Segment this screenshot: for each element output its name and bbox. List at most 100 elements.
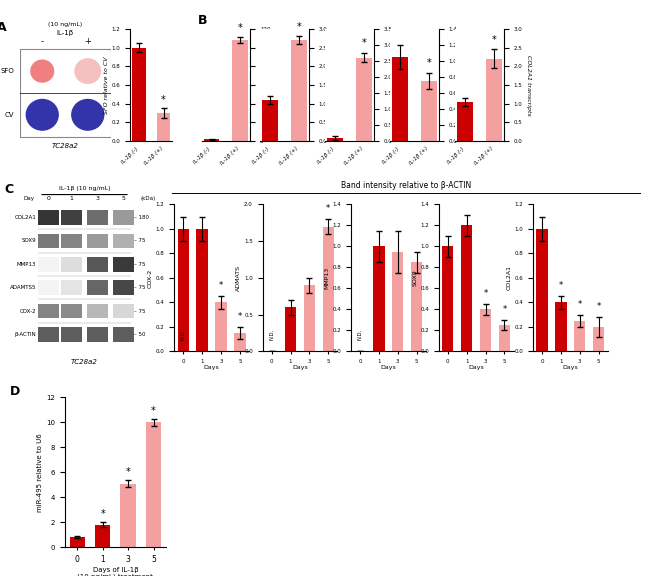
- Text: *: *: [238, 22, 242, 33]
- Text: +: +: [84, 37, 91, 46]
- Text: *: *: [151, 406, 156, 415]
- Text: (10 ng/mL): (10 ng/mL): [48, 22, 82, 28]
- Y-axis label: ADMATS: ADMATS: [237, 265, 241, 291]
- Y-axis label: COL2A1 transcripts: COL2A1 transcripts: [526, 55, 532, 115]
- Y-axis label: MMP13: MMP13: [325, 267, 330, 289]
- X-axis label: Days: Days: [292, 365, 308, 370]
- Bar: [234, 333, 246, 351]
- Text: ADAMTS5: ADAMTS5: [10, 285, 36, 290]
- X-axis label: Days: Days: [203, 365, 220, 370]
- Text: N.D.: N.D.: [269, 328, 274, 340]
- Text: IL-1β (10 ng/mL): IL-1β (10 ng/mL): [58, 187, 110, 191]
- Bar: [486, 59, 502, 141]
- Bar: [262, 100, 278, 141]
- Bar: [120, 484, 136, 547]
- Bar: [215, 302, 227, 351]
- Bar: [196, 229, 208, 351]
- Text: D: D: [10, 385, 20, 399]
- Bar: [480, 309, 491, 351]
- Bar: [38, 234, 58, 248]
- Bar: [457, 102, 473, 141]
- Bar: [38, 327, 58, 342]
- Bar: [38, 304, 58, 319]
- Text: COL2A1: COL2A1: [15, 215, 36, 220]
- Y-axis label: ADMTS5 transcripts: ADMTS5 transcripts: [332, 54, 337, 116]
- Bar: [113, 304, 134, 319]
- Bar: [61, 281, 82, 295]
- Bar: [87, 304, 108, 319]
- Bar: [461, 225, 473, 351]
- Bar: [327, 138, 343, 141]
- Bar: [61, 210, 82, 225]
- Bar: [87, 257, 108, 272]
- X-axis label: Days: Days: [380, 365, 396, 370]
- Bar: [113, 281, 134, 295]
- Bar: [392, 57, 408, 141]
- Bar: [61, 234, 82, 248]
- Text: *: *: [100, 509, 105, 519]
- Bar: [203, 139, 220, 141]
- Text: *: *: [559, 282, 563, 290]
- Text: *: *: [238, 312, 242, 321]
- Text: – 75: – 75: [134, 285, 146, 290]
- Bar: [87, 327, 108, 342]
- Bar: [113, 210, 134, 225]
- Text: TC28a2: TC28a2: [51, 143, 79, 149]
- Bar: [61, 304, 82, 319]
- Bar: [87, 281, 108, 295]
- Text: Band intensity relative to β-ACTIN: Band intensity relative to β-ACTIN: [341, 181, 471, 190]
- Text: *: *: [578, 300, 582, 309]
- Text: – 75: – 75: [134, 238, 146, 244]
- Circle shape: [72, 100, 104, 130]
- Text: SFO: SFO: [0, 68, 14, 74]
- Bar: [322, 226, 334, 351]
- Bar: [132, 48, 146, 141]
- Bar: [87, 210, 108, 225]
- X-axis label: Days: Days: [562, 365, 578, 370]
- Bar: [70, 537, 85, 547]
- Text: C: C: [4, 183, 13, 196]
- Circle shape: [26, 100, 58, 130]
- Text: 1: 1: [70, 196, 73, 201]
- Bar: [95, 525, 110, 547]
- Bar: [593, 327, 605, 351]
- Bar: [285, 308, 296, 351]
- Bar: [87, 234, 108, 248]
- Text: 5: 5: [122, 196, 125, 201]
- Text: – 50: – 50: [134, 332, 146, 337]
- Bar: [555, 302, 567, 351]
- Text: *: *: [125, 467, 131, 477]
- Bar: [113, 234, 134, 248]
- Text: IL-1β: IL-1β: [57, 30, 73, 36]
- X-axis label: Days of IL-1β
(10 ng/mL) treatment: Days of IL-1β (10 ng/mL) treatment: [77, 567, 153, 576]
- Text: Day: Day: [23, 196, 34, 201]
- Text: *: *: [484, 289, 488, 298]
- Text: A: A: [0, 21, 6, 34]
- Bar: [61, 257, 82, 272]
- Text: *: *: [491, 35, 496, 45]
- Y-axis label: SFO relative to CV: SFO relative to CV: [104, 56, 109, 113]
- Text: COX-2: COX-2: [20, 309, 36, 313]
- Text: – 75: – 75: [134, 309, 146, 313]
- Bar: [536, 229, 548, 351]
- Text: *: *: [296, 22, 301, 32]
- Text: (kDa): (kDa): [140, 196, 155, 201]
- Text: 3: 3: [96, 196, 99, 201]
- Text: B: B: [198, 14, 208, 28]
- Text: CV: CV: [5, 112, 14, 118]
- Text: *: *: [326, 204, 330, 213]
- Bar: [177, 229, 189, 351]
- Bar: [38, 257, 58, 272]
- Bar: [61, 327, 82, 342]
- Bar: [232, 40, 248, 141]
- Y-axis label: MMP13 transcripts: MMP13 transcripts: [396, 56, 402, 114]
- Bar: [304, 285, 315, 351]
- Y-axis label: miR-495 relative to U6: miR-495 relative to U6: [38, 433, 44, 511]
- Bar: [113, 327, 134, 342]
- Text: N.D.: N.D.: [358, 328, 363, 340]
- Text: *: *: [361, 39, 366, 48]
- Bar: [421, 81, 437, 141]
- Bar: [574, 321, 586, 351]
- Bar: [157, 113, 170, 141]
- Y-axis label: COX-2: COX-2: [148, 268, 153, 287]
